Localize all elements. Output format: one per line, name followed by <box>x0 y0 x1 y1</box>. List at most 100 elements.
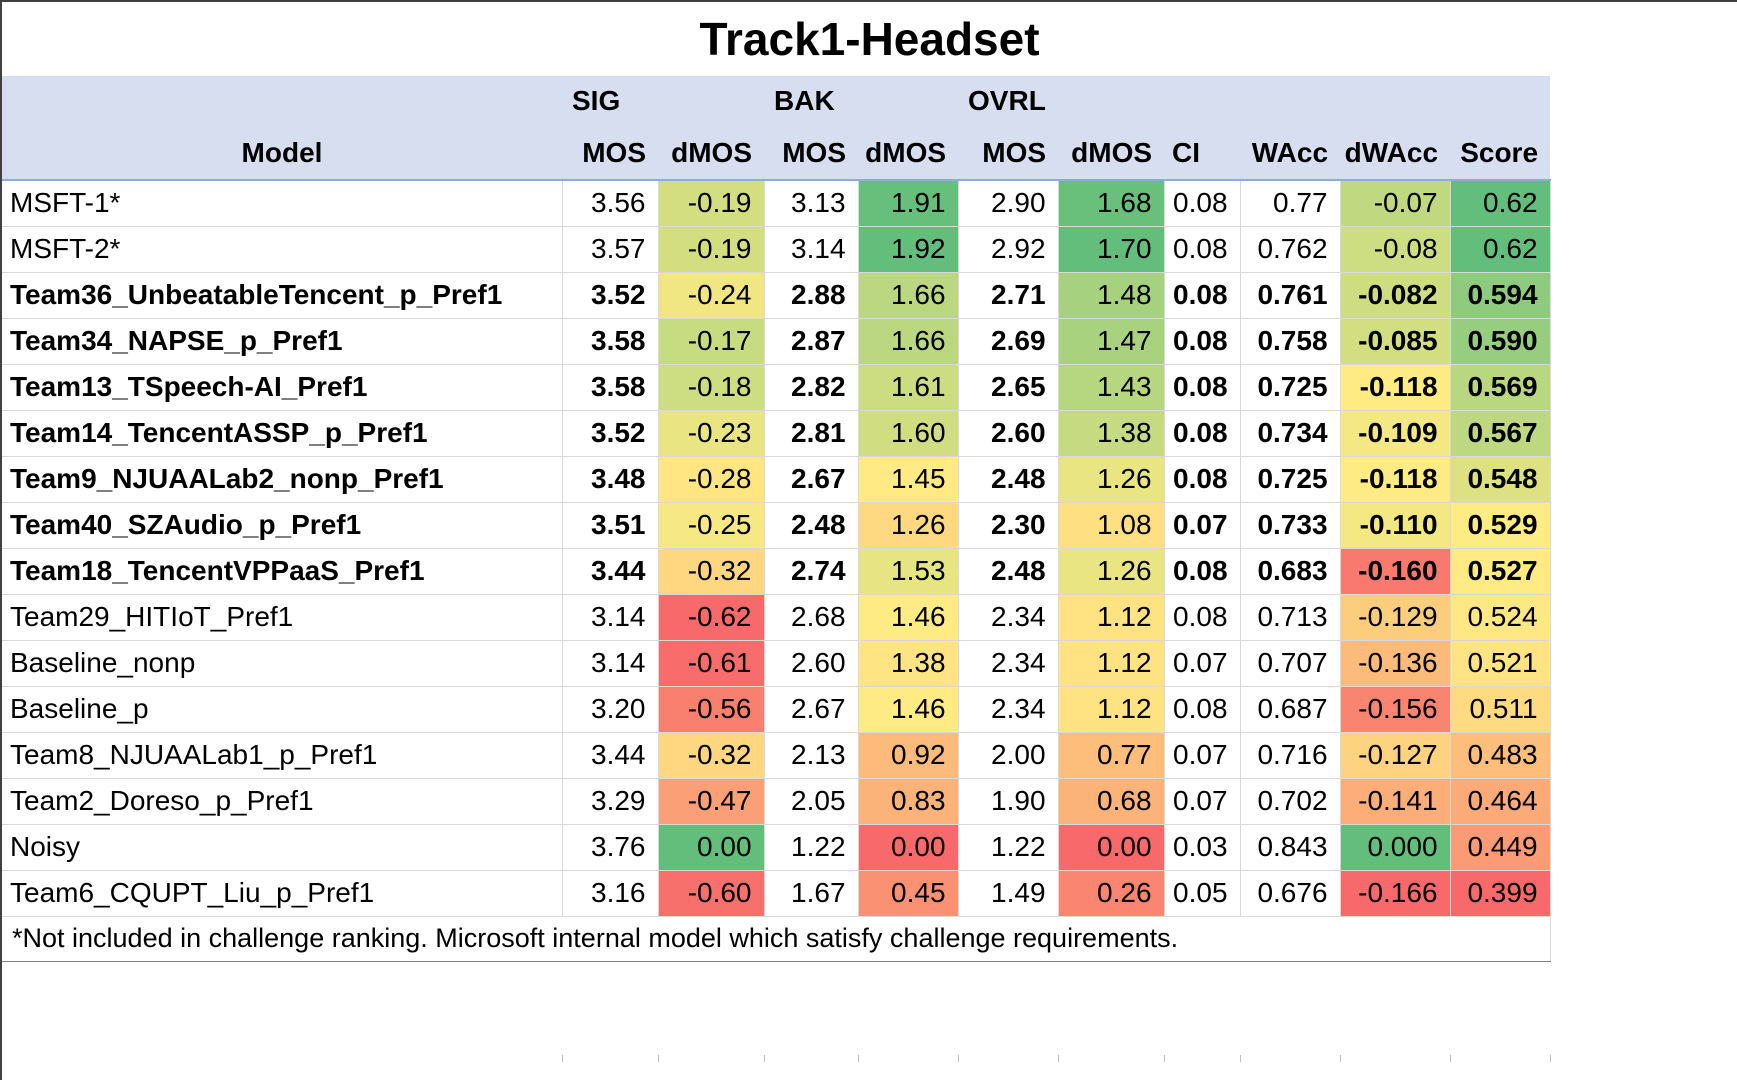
column-header-bak-dmos[interactable]: dMOS <box>858 126 959 180</box>
value-cell[interactable]: 0.00 <box>1058 824 1165 871</box>
value-cell[interactable]: 0.725 <box>1240 456 1341 503</box>
model-name-cell[interactable]: Team18_TencentVPPaaS_Pref1 <box>2 548 563 595</box>
value-cell[interactable]: 0.725 <box>1240 364 1341 411</box>
value-cell[interactable]: 0.676 <box>1240 870 1341 917</box>
value-cell[interactable]: 0.07 <box>1164 732 1241 779</box>
value-cell[interactable]: -0.47 <box>658 778 765 825</box>
model-name-cell[interactable]: Team9_NJUAALab2_nonp_Pref1 <box>2 456 563 503</box>
model-name-cell[interactable]: Team8_NJUAALab1_p_Pref1 <box>2 732 563 779</box>
value-cell[interactable]: 0.527 <box>1450 548 1551 595</box>
model-name-cell[interactable]: Team13_TSpeech-AI_Pref1 <box>2 364 563 411</box>
value-cell[interactable]: 0.08 <box>1164 180 1241 227</box>
model-name-cell[interactable]: Baseline_nonp <box>2 640 563 687</box>
value-cell[interactable]: -0.19 <box>658 226 765 273</box>
value-cell[interactable]: 2.34 <box>958 686 1059 733</box>
column-header-ovrl-mos[interactable]: MOS <box>958 126 1059 180</box>
value-cell[interactable]: 1.67 <box>764 870 859 917</box>
value-cell[interactable]: 1.12 <box>1058 594 1165 641</box>
value-cell[interactable]: 2.67 <box>764 686 859 733</box>
value-cell[interactable]: -0.129 <box>1340 594 1451 641</box>
value-cell[interactable]: 1.60 <box>858 410 959 457</box>
column-header-wacc[interactable]: WAcc <box>1240 126 1341 180</box>
value-cell[interactable]: 1.61 <box>858 364 959 411</box>
value-cell[interactable]: 0.594 <box>1450 272 1551 319</box>
value-cell[interactable]: 3.58 <box>562 364 659 411</box>
value-cell[interactable]: 0.05 <box>1164 870 1241 917</box>
value-cell[interactable]: 2.48 <box>958 548 1059 595</box>
value-cell[interactable]: 2.71 <box>958 272 1059 319</box>
value-cell[interactable]: 1.22 <box>958 824 1059 871</box>
value-cell[interactable]: 0.08 <box>1164 548 1241 595</box>
value-cell[interactable]: 0.62 <box>1450 226 1551 273</box>
value-cell[interactable]: 0.07 <box>1164 640 1241 687</box>
value-cell[interactable]: -0.28 <box>658 456 765 503</box>
column-header-model[interactable]: Model <box>2 126 562 180</box>
value-cell[interactable]: 0.449 <box>1450 824 1551 871</box>
value-cell[interactable]: 2.65 <box>958 364 1059 411</box>
value-cell[interactable]: 0.567 <box>1450 410 1551 457</box>
value-cell[interactable]: 2.30 <box>958 502 1059 549</box>
model-name-cell[interactable]: Team34_NAPSE_p_Pref1 <box>2 318 563 365</box>
group-header-ovrl[interactable]: OVRL <box>958 76 1165 126</box>
value-cell[interactable]: 0.26 <box>1058 870 1165 917</box>
value-cell[interactable]: 0.92 <box>858 732 959 779</box>
value-cell[interactable]: 0.758 <box>1240 318 1341 365</box>
value-cell[interactable]: 1.92 <box>858 226 959 273</box>
value-cell[interactable]: 0.713 <box>1240 594 1341 641</box>
column-header-sig-dmos[interactable]: dMOS <box>658 126 765 180</box>
value-cell[interactable]: 3.14 <box>764 226 859 273</box>
value-cell[interactable]: 2.68 <box>764 594 859 641</box>
model-name-cell[interactable]: Team2_Doreso_p_Pref1 <box>2 778 563 825</box>
value-cell[interactable]: 1.91 <box>858 180 959 227</box>
value-cell[interactable]: 0.521 <box>1450 640 1551 687</box>
value-cell[interactable]: 0.07 <box>1164 778 1241 825</box>
column-header-dwacc[interactable]: dWAcc <box>1340 126 1451 180</box>
column-header-ovrl-dmos[interactable]: dMOS <box>1058 126 1165 180</box>
value-cell[interactable]: -0.24 <box>658 272 765 319</box>
value-cell[interactable]: 2.69 <box>958 318 1059 365</box>
value-cell[interactable]: 1.66 <box>858 272 959 319</box>
value-cell[interactable]: 1.26 <box>1058 548 1165 595</box>
group-header-sig[interactable]: SIG <box>562 76 765 126</box>
value-cell[interactable]: 0.524 <box>1450 594 1551 641</box>
value-cell[interactable]: 0.399 <box>1450 870 1551 917</box>
value-cell[interactable]: 0.569 <box>1450 364 1551 411</box>
value-cell[interactable]: 0.000 <box>1340 824 1451 871</box>
value-cell[interactable]: -0.62 <box>658 594 765 641</box>
value-cell[interactable]: -0.118 <box>1340 456 1451 503</box>
column-header-ci[interactable]: CI <box>1164 126 1241 180</box>
value-cell[interactable]: 0.483 <box>1450 732 1551 779</box>
value-cell[interactable]: -0.118 <box>1340 364 1451 411</box>
value-cell[interactable]: 0.590 <box>1450 318 1551 365</box>
value-cell[interactable]: -0.07 <box>1340 180 1451 227</box>
value-cell[interactable]: 0.08 <box>1164 226 1241 273</box>
column-header-sig-mos[interactable]: MOS <box>562 126 658 180</box>
value-cell[interactable]: 0.683 <box>1240 548 1341 595</box>
value-cell[interactable]: 3.29 <box>562 778 659 825</box>
value-cell[interactable]: 0.734 <box>1240 410 1341 457</box>
value-cell[interactable]: 3.58 <box>562 318 659 365</box>
model-name-cell[interactable]: MSFT-2* <box>2 226 563 273</box>
model-name-cell[interactable]: Baseline_p <box>2 686 563 733</box>
value-cell[interactable]: 2.90 <box>958 180 1059 227</box>
value-cell[interactable]: 0.733 <box>1240 502 1341 549</box>
value-cell[interactable]: 0.687 <box>1240 686 1341 733</box>
value-cell[interactable]: 0.716 <box>1240 732 1341 779</box>
value-cell[interactable]: -0.23 <box>658 410 765 457</box>
value-cell[interactable]: 3.16 <box>562 870 659 917</box>
value-cell[interactable]: 0.08 <box>1164 686 1241 733</box>
value-cell[interactable]: -0.141 <box>1340 778 1451 825</box>
value-cell[interactable]: 1.22 <box>764 824 859 871</box>
value-cell[interactable]: 1.49 <box>958 870 1059 917</box>
value-cell[interactable]: 1.53 <box>858 548 959 595</box>
value-cell[interactable]: 1.43 <box>1058 364 1165 411</box>
value-cell[interactable]: -0.127 <box>1340 732 1451 779</box>
value-cell[interactable]: 0.45 <box>858 870 959 917</box>
value-cell[interactable]: -0.32 <box>658 548 765 595</box>
value-cell[interactable]: 1.26 <box>858 502 959 549</box>
value-cell[interactable]: 1.45 <box>858 456 959 503</box>
value-cell[interactable]: 1.12 <box>1058 686 1165 733</box>
value-cell[interactable]: 0.464 <box>1450 778 1551 825</box>
value-cell[interactable]: 0.762 <box>1240 226 1341 273</box>
value-cell[interactable]: 2.34 <box>958 640 1059 687</box>
